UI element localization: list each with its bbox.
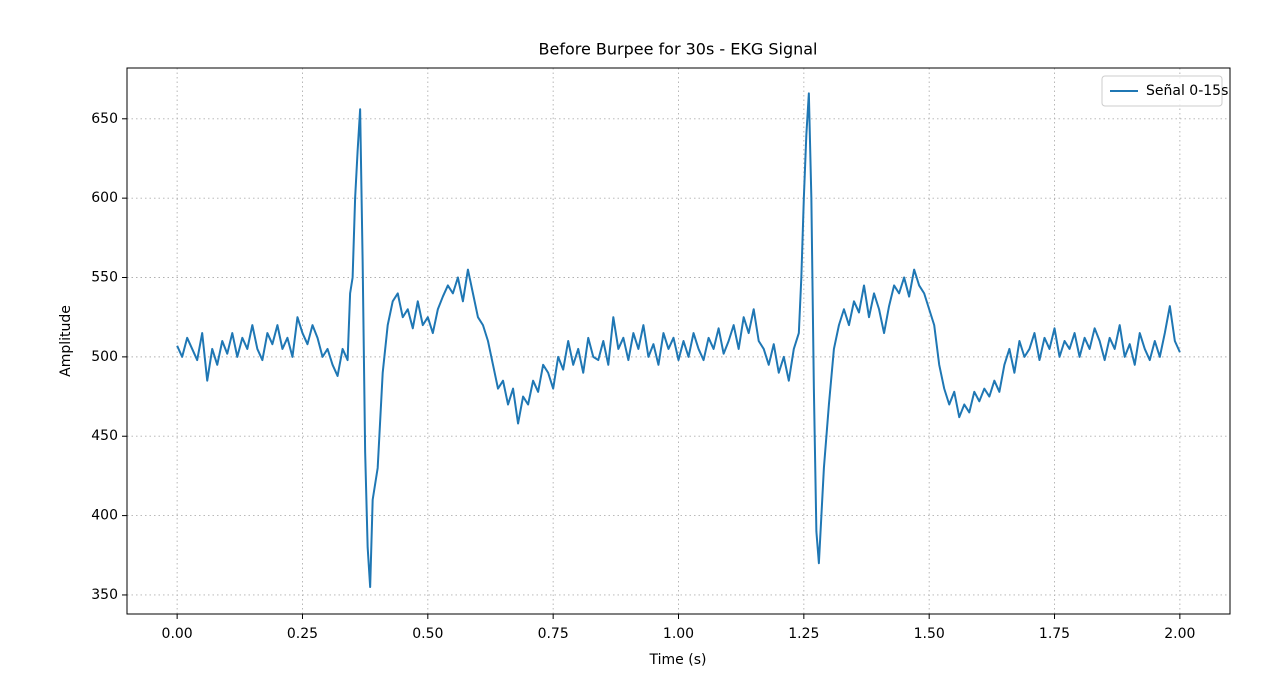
y-tick-label: 450 [91,428,118,444]
x-axis-label: Time (s) [649,652,707,668]
line-series [176,92,1181,589]
y-tick-label: 400 [91,508,118,524]
y-tick-label: 650 [91,111,118,127]
y-tick-label: 550 [91,270,118,286]
legend-label: Señal 0-15s [1146,83,1228,99]
x-tick-label: 1.25 [788,626,819,642]
x-tick-label: 0.00 [162,626,193,642]
x-tick-label: 1.50 [914,626,945,642]
x-tick-label: 0.50 [412,626,443,642]
chart-title: Before Burpee for 30s - EKG Signal [539,40,818,59]
y-axis-label: Amplitude [58,305,74,377]
y-tick-label: 350 [91,587,118,603]
legend-box [1101,75,1223,107]
plot-frame [126,67,1231,615]
x-tick-label: 2.00 [1164,626,1195,642]
x-tick-label: 0.25 [287,626,318,642]
x-tick-label: 1.00 [663,626,694,642]
x-tick-label: 1.75 [1039,626,1070,642]
y-tick-label: 500 [91,349,118,365]
y-tick-label: 600 [91,190,118,206]
x-tick-label: 0.75 [538,626,569,642]
